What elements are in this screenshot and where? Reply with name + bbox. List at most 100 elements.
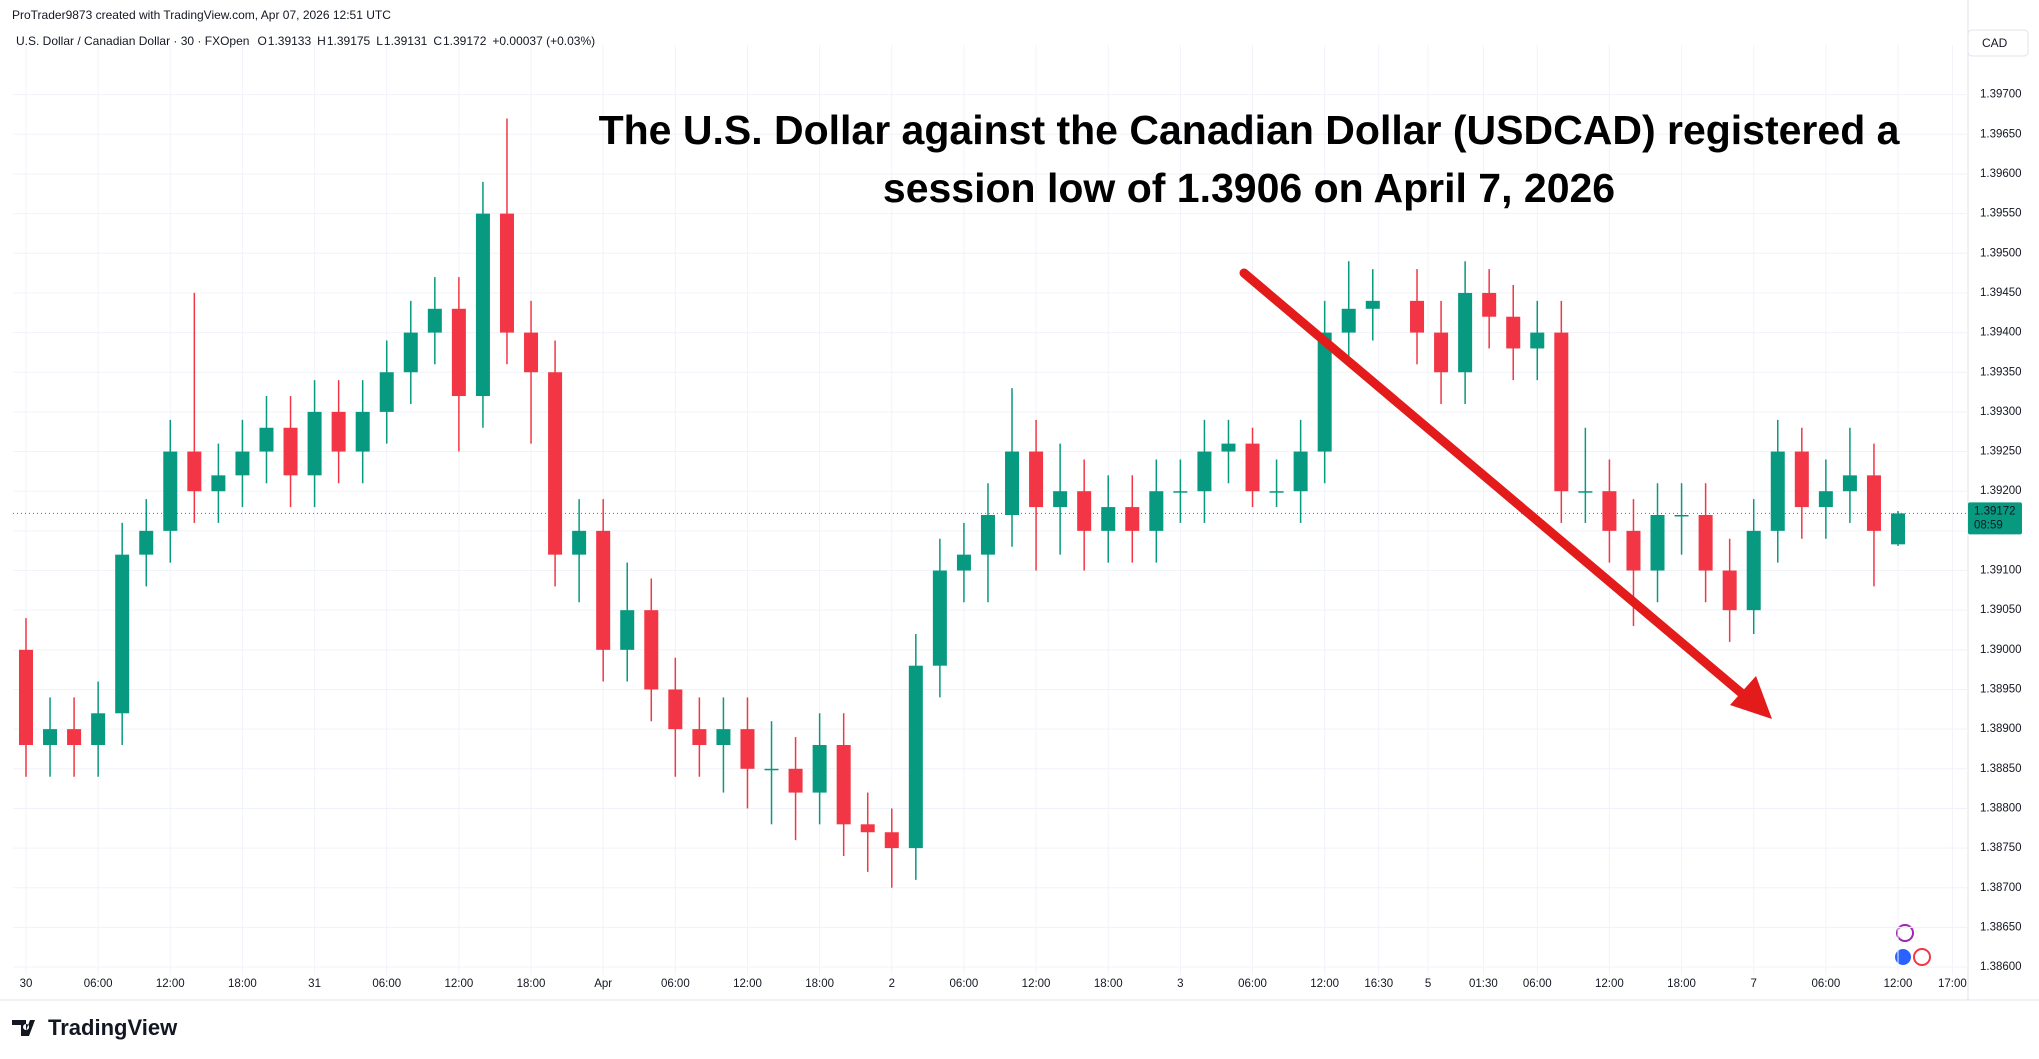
candle-body: [1698, 515, 1713, 571]
x-tick-label: 12:00: [444, 978, 473, 990]
candle-body: [307, 411, 322, 476]
y-tick-label: 1.39300: [1980, 406, 2022, 418]
last-price-box: [1968, 502, 2022, 535]
x-tick-label: 12:00: [1022, 978, 1051, 990]
last-price-label: 1.39172: [1974, 505, 2016, 517]
candle-body: [1842, 475, 1857, 492]
candle-body: [427, 308, 442, 333]
x-tick-label: 16:30: [1364, 978, 1393, 990]
arrow-head: [1730, 676, 1772, 719]
x-tick-label: 06:00: [661, 978, 690, 990]
y-tick-label: 1.39250: [1980, 446, 2022, 458]
symbol: U.S. Dollar / Canadian Dollar · 30 · FXO…: [16, 34, 249, 48]
x-tick-label: 17:00: [1938, 978, 1967, 990]
candle-body: [1866, 475, 1881, 531]
candle-body: [1125, 507, 1140, 531]
y-tick-label: 1.38900: [1980, 723, 2022, 735]
candle-body: [1578, 491, 1593, 493]
candle-body: [67, 729, 82, 745]
candle-body: [1794, 451, 1809, 508]
candle-body: [499, 213, 514, 333]
annotation: The U.S. Dollar against the Canadian Dol…: [599, 107, 1901, 153]
x-tick-label: 18:00: [228, 978, 257, 990]
ohlc-letter: C: [433, 34, 442, 48]
y-tick-label: 1.39500: [1980, 247, 2022, 259]
change: +0.00037 (+0.03%): [492, 34, 595, 48]
x-tick-label: 01:30: [1469, 978, 1498, 990]
candle-body: [1746, 530, 1761, 611]
x-tick-label: 30: [20, 978, 33, 990]
x-tick-label: 18:00: [1667, 978, 1696, 990]
x-tick-label: 06:00: [1523, 978, 1552, 990]
credit: ProTrader9873 created with TradingView.c…: [12, 8, 391, 22]
y-tick-label: 1.38800: [1980, 802, 2022, 814]
candle-body: [355, 411, 370, 452]
ohlc-value: 1.39133: [268, 34, 312, 48]
candle-body: [187, 451, 202, 492]
candle-body: [788, 768, 803, 793]
y-tick-label: 1.39550: [1980, 208, 2022, 220]
candle-body: [1482, 292, 1497, 317]
candle-body: [572, 530, 587, 555]
candle-body: [1029, 451, 1044, 508]
y-tick-label: 1.38850: [1980, 763, 2022, 775]
candle-body: [644, 610, 659, 690]
candle-body: [1770, 451, 1785, 531]
ohlc-value: 1.39175: [327, 34, 371, 48]
candle-body: [1602, 491, 1617, 531]
flag-icon[interactable]: [1913, 948, 1931, 966]
candle-body: [980, 515, 995, 555]
candle-body: [932, 570, 947, 666]
x-tick-label: 18:00: [805, 978, 834, 990]
y-tick-label: 1.39000: [1980, 644, 2022, 656]
candle-body: [475, 213, 490, 397]
candle-body: [163, 451, 178, 531]
candle-body: [764, 768, 779, 771]
candle-body: [451, 308, 466, 397]
candle-body: [692, 729, 707, 745]
candle-body: [115, 554, 130, 714]
candle-body: [283, 427, 298, 476]
event-icon[interactable]: [1896, 924, 1914, 942]
candle-body: [596, 530, 611, 650]
x-tick-label: 12:00: [156, 978, 185, 990]
flag-icon[interactable]: [1895, 949, 1911, 965]
candle-body: [884, 832, 899, 849]
candle-body: [1245, 443, 1260, 492]
candle-body: [1365, 300, 1380, 309]
x-tick-label: 18:00: [1094, 978, 1123, 990]
candle-body: [1293, 451, 1308, 492]
y-tick-label: 1.38950: [1980, 684, 2022, 696]
candle-body: [1410, 300, 1425, 333]
candle-body: [812, 745, 827, 793]
x-tick-label: 06:00: [1238, 978, 1267, 990]
candle-body: [403, 332, 418, 373]
ohlc-letter: H: [317, 34, 326, 48]
arrow-shaft: [1239, 268, 1757, 707]
y-tick-label: 1.39400: [1980, 327, 2022, 339]
candle-body: [1626, 530, 1641, 571]
annotation: session low of 1.3906 on April 7, 2026: [883, 165, 1615, 211]
candle-body: [1722, 570, 1737, 611]
y-tick-label: 1.38700: [1980, 882, 2022, 894]
currency: CAD: [1982, 36, 2008, 50]
candle-body: [1269, 491, 1284, 493]
x-tick-label: 12:00: [1884, 978, 1913, 990]
ohlc-value: 1.39131: [384, 34, 428, 48]
y-tick-label: 1.39350: [1980, 366, 2022, 378]
x-tick-label: 18:00: [517, 978, 546, 990]
ohlc-letter: L: [376, 34, 383, 48]
candle-body: [1818, 491, 1833, 508]
candle-body: [1530, 332, 1545, 349]
y-tick-label: 1.39100: [1980, 565, 2022, 577]
candle-body: [259, 427, 274, 452]
x-tick-label: 12:00: [733, 978, 762, 990]
candle-body: [18, 649, 33, 745]
ohlc-value: 1.39172: [443, 34, 487, 48]
candle-body: [1674, 515, 1689, 517]
candle-body: [331, 411, 346, 452]
candle-body: [836, 745, 851, 825]
